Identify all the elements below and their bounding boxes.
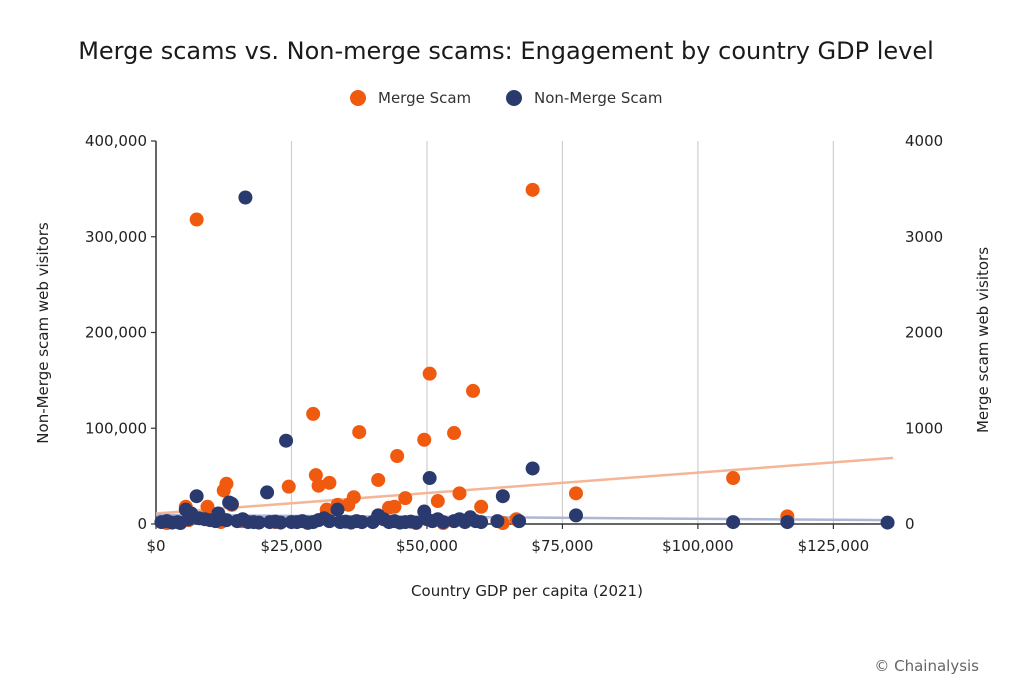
merge-scam-points [159, 182, 795, 531]
non-merge-point [495, 489, 510, 504]
non-merge-point [474, 515, 489, 530]
non-merge-point [409, 515, 424, 530]
non-merge-point [726, 515, 741, 530]
non-merge-point [525, 461, 540, 476]
merge-point [189, 212, 204, 227]
non-merge-point [251, 515, 266, 530]
legend-marker-non-merge [506, 90, 522, 106]
merge-point [346, 490, 361, 505]
y-right-tick-label: 0 [905, 515, 915, 533]
non-merge-point [322, 514, 337, 529]
non-merge-point [354, 515, 369, 530]
merge-point [525, 182, 540, 197]
non-merge-point [880, 515, 895, 530]
non-merge-point [238, 190, 253, 205]
y-left-tick-label: 300,000 [85, 228, 147, 246]
legend: Merge Scam Non-Merge Scam [350, 89, 662, 107]
non-merge-point [457, 515, 472, 530]
axes [151, 140, 893, 529]
non-merge-point [219, 513, 234, 528]
merge-point [200, 499, 215, 514]
y-right-tick-label: 2000 [905, 324, 943, 342]
non-merge-point [330, 502, 345, 517]
trendline-merge [155, 456, 894, 515]
y-left-tick-label: 200,000 [85, 324, 147, 342]
x-tick-label: $100,000 [662, 537, 734, 555]
merge-point [466, 383, 481, 398]
y-axis-label-right: Merge scam web visitors [974, 247, 992, 433]
merge-point [474, 499, 489, 514]
non-merge-point [436, 515, 451, 530]
y-right-tick-label: 1000 [905, 419, 943, 437]
non-merge-point [568, 508, 583, 523]
merge-point [352, 425, 367, 440]
non-merge-point [279, 433, 294, 448]
merge-point [219, 476, 234, 491]
legend-label-merge: Merge Scam [378, 89, 471, 107]
merge-point [430, 494, 445, 509]
x-axis-label: Country GDP per capita (2021) [411, 582, 643, 600]
merge-point [311, 478, 326, 493]
y-right-tick-label: 4000 [905, 132, 943, 150]
merge-point [422, 366, 437, 381]
merge-point [371, 472, 386, 487]
non-merge-point [512, 514, 527, 529]
merge-point [306, 406, 321, 421]
x-tick-label: $50,000 [396, 537, 458, 555]
non-merge-scam-points [154, 190, 895, 531]
merge-point [726, 471, 741, 486]
grid-lines [290, 141, 834, 524]
y-axis-label-left: Non-Merge scam web visitors [34, 222, 52, 444]
merge-point [398, 491, 413, 506]
x-tick-label: $125,000 [798, 537, 870, 555]
non-merge-point [422, 471, 437, 486]
merge-point [452, 486, 467, 501]
merge-point [387, 499, 402, 514]
non-merge-point [490, 514, 505, 529]
x-tick-label: $25,000 [260, 537, 322, 555]
y-left-tick-label: 0 [137, 515, 147, 533]
non-merge-point [365, 515, 380, 530]
x-tick-label: $0 [146, 537, 165, 555]
non-merge-point [780, 515, 795, 530]
y-right-tick-label: 3000 [905, 228, 943, 246]
non-merge-point [189, 489, 204, 504]
tick-labels: $0 $25,000 $50,000 $75,000 $100,000 $125,000 0… [85, 132, 943, 555]
y-left-tick-label: 400,000 [85, 132, 147, 150]
non-merge-point [224, 496, 239, 511]
merge-point [308, 468, 323, 483]
merge-point [417, 432, 432, 447]
chart-title: Merge scams vs. Non-merge scams: Engagem… [78, 37, 934, 65]
legend-marker-merge [350, 90, 366, 106]
merge-point [447, 426, 462, 441]
merge-point [568, 486, 583, 501]
legend-label-non-merge: Non-Merge Scam [534, 89, 662, 107]
merge-point [281, 479, 296, 494]
credit-text: © Chainalysis [874, 657, 979, 675]
merge-point [322, 475, 337, 490]
merge-point [390, 449, 405, 464]
non-merge-point [273, 515, 288, 530]
non-merge-point [260, 485, 275, 500]
y-left-tick-label: 100,000 [85, 419, 147, 437]
x-tick-label: $75,000 [531, 537, 593, 555]
